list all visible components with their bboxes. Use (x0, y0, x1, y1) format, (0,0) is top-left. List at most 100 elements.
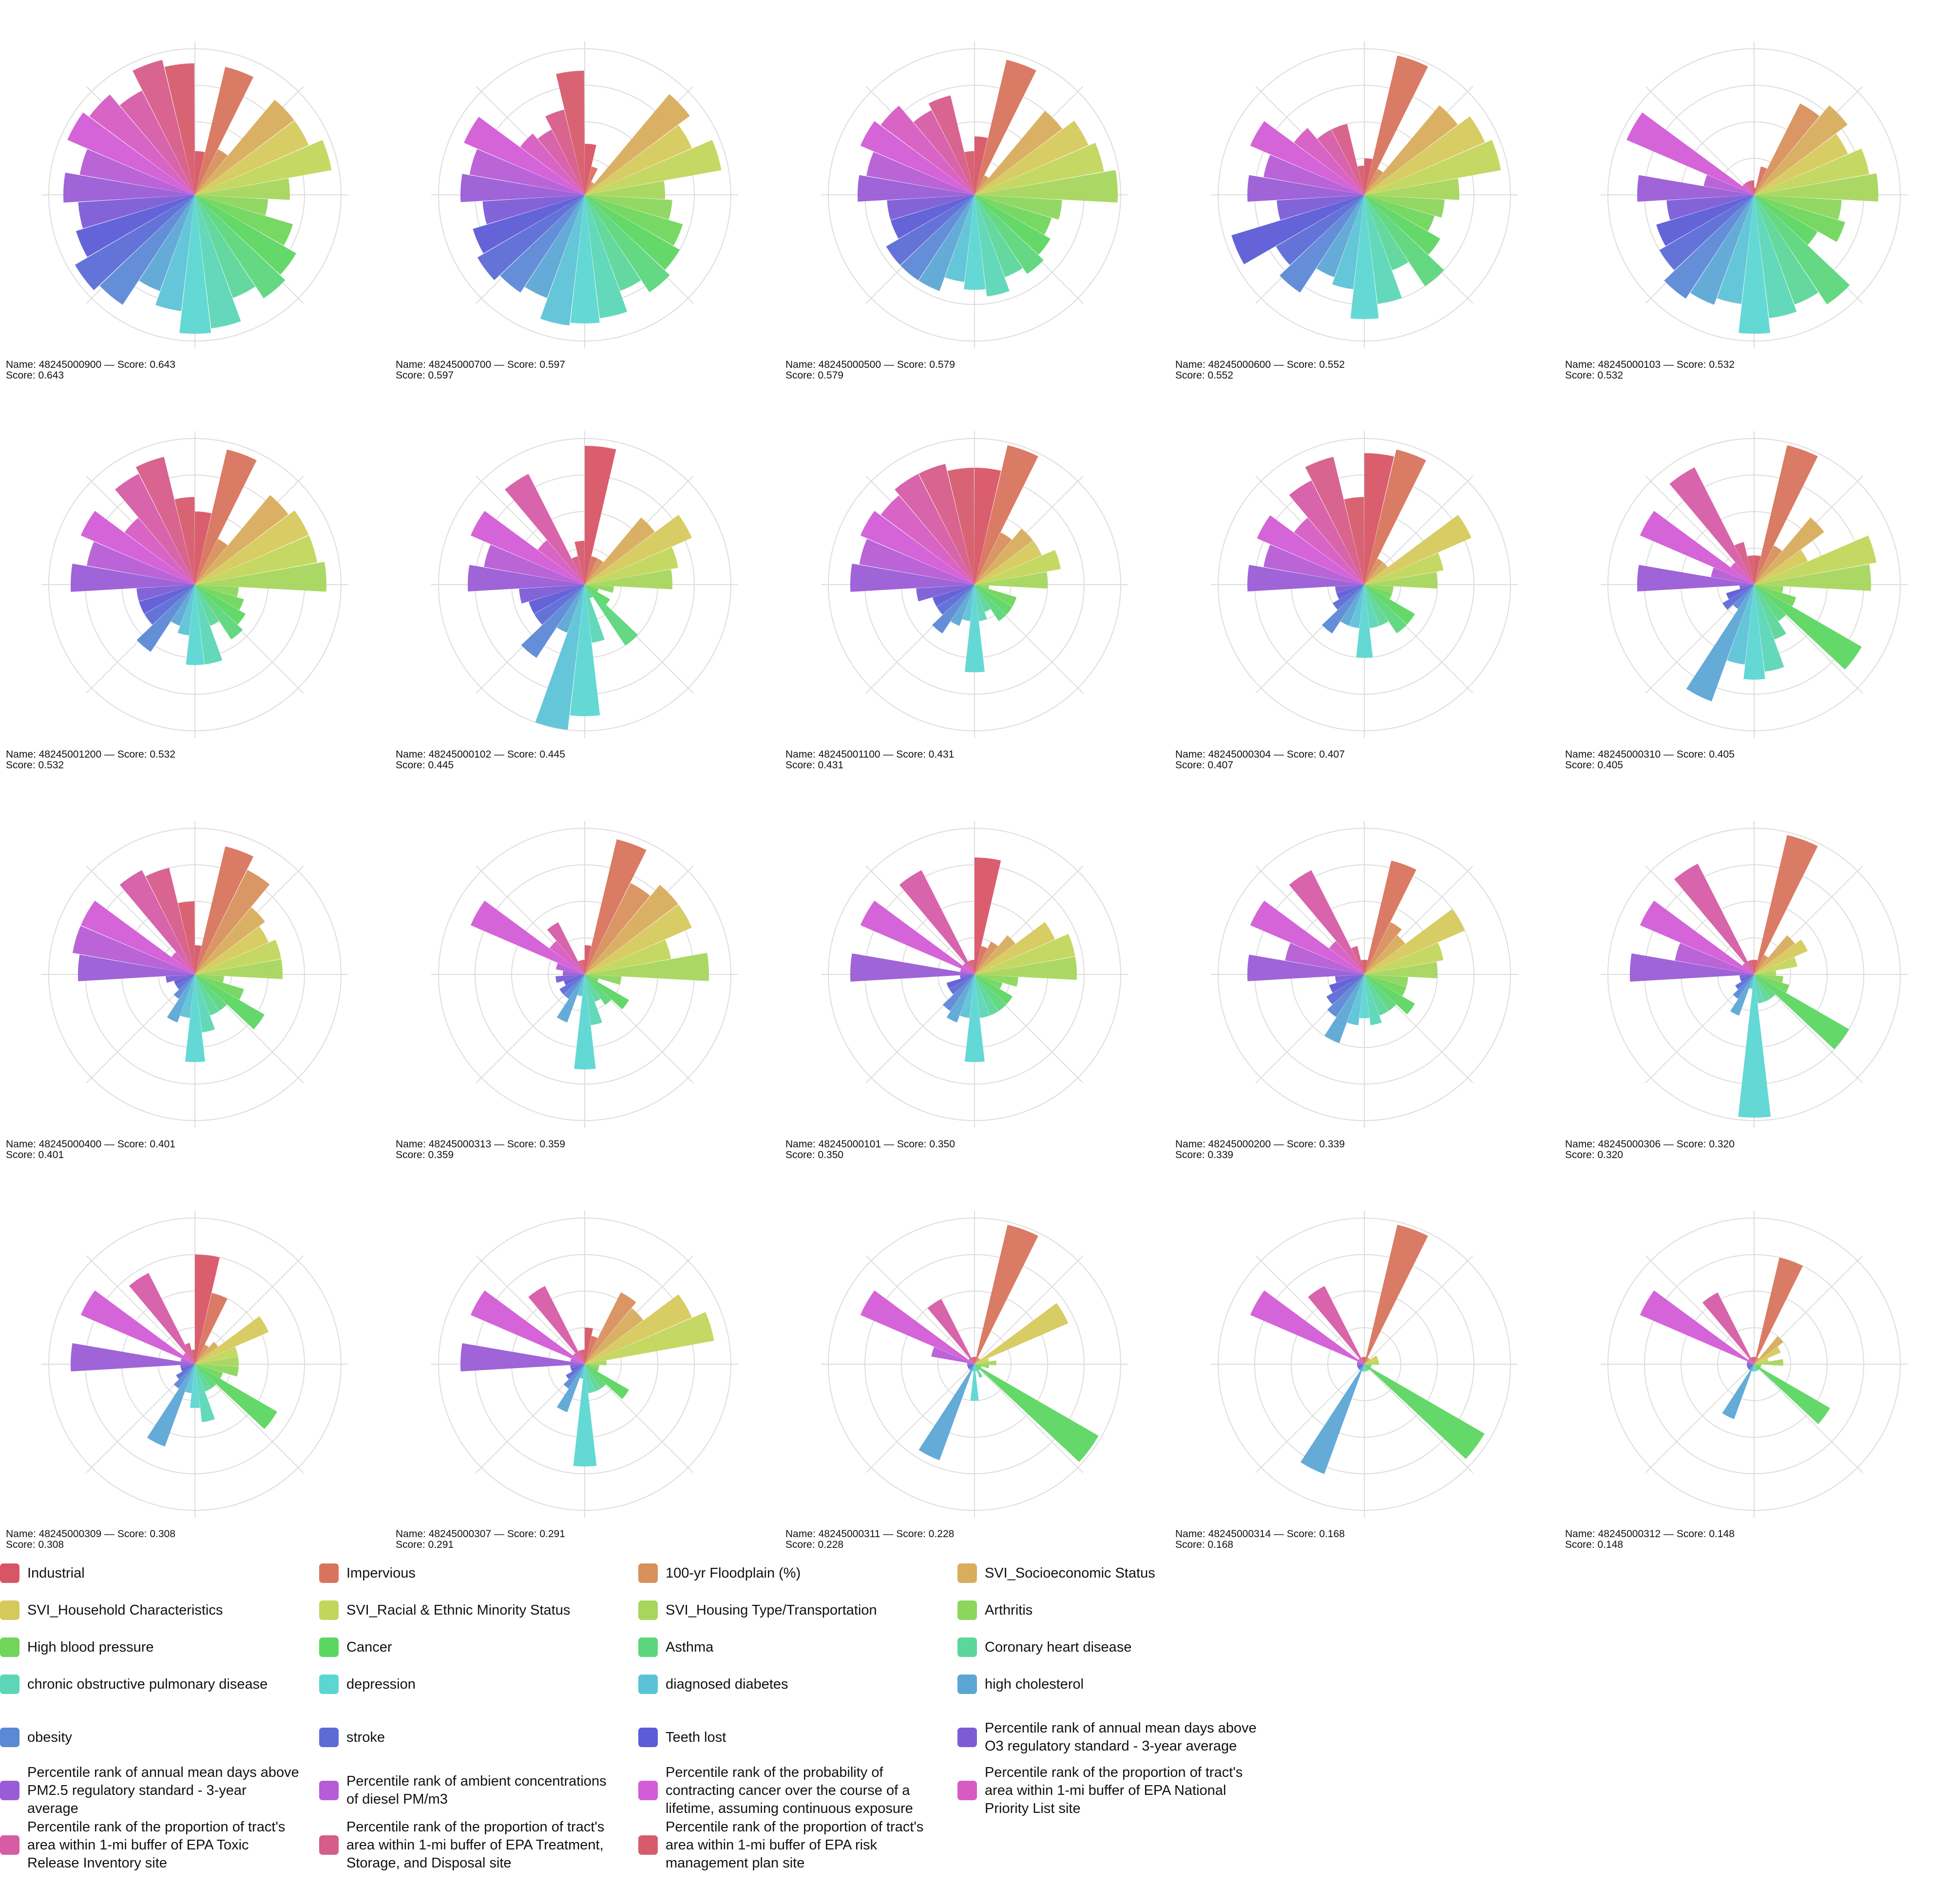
grid-spoke (1754, 1364, 1863, 1473)
polar-chart (41, 1211, 348, 1518)
polar-bar (1754, 957, 1797, 974)
polar-bar (860, 1290, 974, 1364)
legend-entry: Arthritis (957, 1581, 1258, 1639)
polar-chart-panel: Name: 48245000400 — Score: 0.401 Score: 0… (0, 780, 390, 1169)
polar-bar (964, 195, 986, 290)
polar-bar (967, 1363, 974, 1365)
polar-bar (1364, 1364, 1485, 1459)
polar-bar (195, 939, 282, 974)
polar-bar (1277, 195, 1364, 220)
polar-bar (974, 1364, 983, 1378)
polar-bar (195, 1364, 215, 1423)
polar-bar (1364, 974, 1382, 1026)
polar-bar (195, 562, 326, 592)
polar-bar (1754, 585, 1784, 672)
legend-label: SVI_Socioeconomic Status (985, 1565, 1155, 1581)
legend-entry: Impervious (319, 1544, 619, 1602)
legend-label: Coronary heart disease (985, 1639, 1132, 1655)
polar-bar (974, 1303, 1069, 1364)
polar-bar (144, 585, 195, 625)
polar-chart (1211, 41, 1518, 348)
polar-chart-panel: Name: 48245000312 — Score: 0.148 Score: 0… (1559, 1169, 1949, 1559)
polar-bar (195, 1316, 269, 1364)
legend-label: SVI_Racial & Ethnic Minority Status (346, 1602, 571, 1618)
panel-name-score: Name: 48245000307 — Score: 0.291 (396, 1528, 565, 1540)
legend-label: High blood pressure (27, 1639, 154, 1655)
polar-bar (585, 585, 614, 593)
polar-bar (534, 585, 585, 625)
polar-bar (1754, 148, 1870, 195)
polar-bar (968, 1358, 974, 1364)
polar-bar (972, 1364, 974, 1371)
polar-bar (1364, 935, 1405, 974)
polar-chart (1601, 821, 1908, 1128)
polar-bar (1364, 960, 1368, 974)
grid-spoke (1255, 1255, 1365, 1365)
polar-bar (139, 585, 195, 614)
polar-bar (186, 585, 205, 665)
polar-chart (1601, 431, 1908, 738)
panel-score: Score: 0.579 (785, 370, 844, 381)
polar-bar (585, 1294, 692, 1364)
polar-bar (974, 195, 1052, 235)
polar-bar (176, 1364, 195, 1379)
polar-bar (1733, 974, 1754, 999)
polar-bar (89, 94, 195, 195)
polar-bar (1754, 960, 1758, 974)
polar-bar (1364, 195, 1440, 255)
panel-name-score: Name: 48245000200 — Score: 0.339 (1175, 1139, 1345, 1150)
polar-bar (1640, 1290, 1754, 1364)
polar-bar (1335, 585, 1364, 593)
polar-bar (950, 585, 974, 626)
polar-bar (525, 195, 585, 298)
polar-bar (1364, 1364, 1370, 1371)
polar-bar (195, 99, 294, 195)
polar-bar (195, 149, 228, 195)
polar-bar (850, 563, 974, 592)
polar-bar (195, 585, 246, 625)
polar-bar (195, 195, 293, 246)
polar-bar (181, 1364, 195, 1371)
polar-chart (431, 41, 738, 348)
polar-bar (1751, 1357, 1754, 1364)
legend-entry: Percentile rank of the proportion of tra… (638, 1816, 938, 1874)
legend-label: Teeth lost (666, 1729, 726, 1745)
polar-bar (974, 175, 989, 195)
polar-bar (585, 1364, 599, 1371)
polar-bar (578, 1350, 585, 1364)
polar-bar (1754, 535, 1876, 585)
polar-bar (585, 839, 647, 974)
polar-bar (974, 585, 989, 589)
polar-bar (974, 935, 1015, 974)
grid-spoke (1364, 1364, 1473, 1473)
polar-chart (1601, 41, 1908, 348)
polar-bar (585, 939, 671, 974)
polar-bar (1686, 585, 1754, 702)
polar-bar (1357, 166, 1364, 195)
legend-swatch (638, 1600, 658, 1620)
polar-bar (147, 1364, 195, 1447)
polar-bar (1754, 195, 1817, 245)
polar-bar (185, 1364, 195, 1393)
polar-bar (585, 974, 599, 982)
panel-score: Score: 0.168 (1175, 1539, 1234, 1550)
polar-bar (974, 1364, 980, 1371)
polar-bar (1702, 1292, 1754, 1364)
polar-bar (932, 585, 974, 634)
polar-bar (1329, 941, 1364, 974)
polar-chart-panel: Name: 48245000311 — Score: 0.228 Score: 0… (780, 1169, 1169, 1559)
legend-swatch (319, 1563, 339, 1583)
polar-bar (166, 974, 195, 983)
polar-bar (178, 901, 195, 974)
polar-bar (880, 495, 974, 585)
polar-bar (570, 195, 600, 324)
polar-bar (1640, 511, 1754, 585)
polar-bar (1364, 585, 1415, 625)
polar-bar (585, 1328, 593, 1364)
polar-bar (1752, 1357, 1754, 1364)
polar-bar (860, 121, 974, 195)
grid-spoke (476, 1255, 585, 1365)
legend-label: chronic obstructive pulmonary disease (27, 1676, 268, 1692)
polar-bar (974, 1357, 976, 1364)
legend-swatch (638, 1675, 658, 1694)
